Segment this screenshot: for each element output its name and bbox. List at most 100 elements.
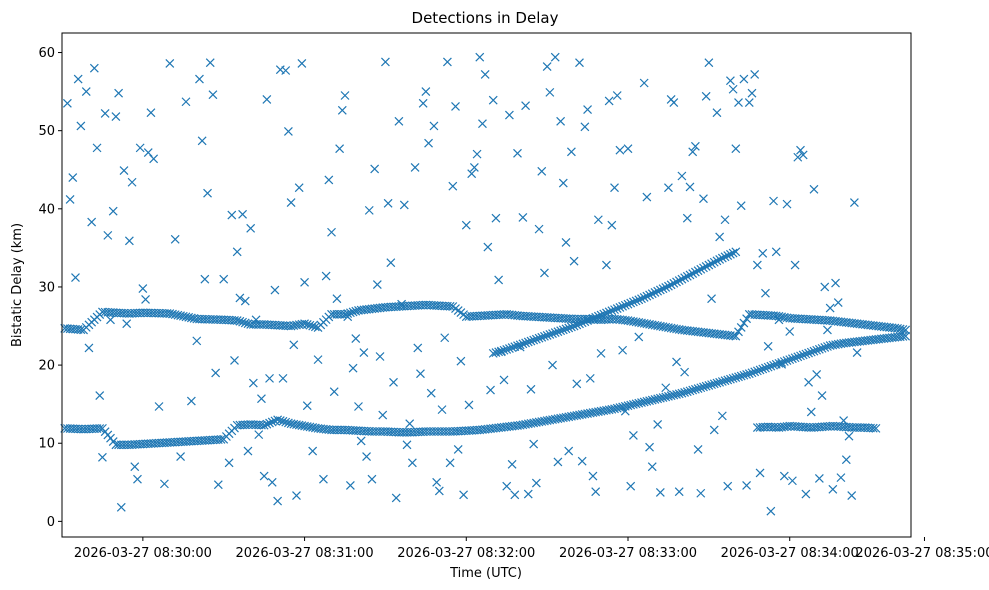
detection-point bbox=[577, 456, 587, 466]
detection-point bbox=[752, 260, 762, 270]
detection-point bbox=[483, 242, 493, 252]
detection-point bbox=[213, 480, 223, 490]
track-point bbox=[637, 318, 646, 328]
track-point bbox=[672, 390, 681, 399]
track-point bbox=[275, 416, 285, 425]
detection-point bbox=[680, 367, 690, 377]
track-point bbox=[593, 407, 603, 417]
detection-point bbox=[469, 162, 479, 172]
track-point bbox=[664, 323, 673, 333]
track-point bbox=[728, 373, 738, 383]
track-point bbox=[645, 396, 654, 406]
detection-point bbox=[537, 166, 547, 176]
track-point bbox=[502, 345, 512, 354]
detection-point bbox=[569, 256, 579, 266]
track-point bbox=[747, 368, 757, 378]
detection-point bbox=[550, 52, 560, 62]
detection-point bbox=[195, 74, 204, 84]
detection-point bbox=[370, 164, 380, 174]
track-point bbox=[526, 418, 536, 428]
y-tick-label: 0 bbox=[47, 515, 55, 530]
detection-point bbox=[852, 348, 862, 358]
detection-point bbox=[124, 236, 134, 246]
track-point bbox=[531, 334, 541, 344]
detection-point bbox=[585, 373, 595, 383]
track-point bbox=[583, 316, 592, 325]
detection-point bbox=[354, 402, 363, 411]
track-point bbox=[801, 349, 811, 359]
detection-point bbox=[496, 347, 506, 357]
track-point bbox=[289, 321, 299, 330]
track-point bbox=[577, 318, 587, 328]
track-point bbox=[548, 415, 557, 425]
chart-title: Detections in Delay bbox=[412, 9, 559, 27]
detection-point bbox=[531, 478, 541, 488]
track-point bbox=[289, 419, 299, 429]
detection-point bbox=[141, 295, 150, 304]
track-point bbox=[548, 329, 557, 338]
detection-point bbox=[725, 76, 735, 86]
track-point bbox=[653, 394, 663, 404]
track-point bbox=[690, 384, 700, 394]
detection-point bbox=[761, 288, 770, 298]
detection-point bbox=[723, 481, 733, 491]
detection-point bbox=[615, 145, 625, 155]
detection-point bbox=[769, 196, 778, 206]
track-point bbox=[817, 343, 827, 353]
detection-point bbox=[103, 230, 113, 240]
track-point bbox=[728, 248, 738, 258]
detection-point bbox=[774, 315, 784, 325]
detection-point bbox=[68, 173, 78, 182]
detection-point bbox=[734, 98, 743, 107]
track-point bbox=[531, 418, 541, 427]
track-point bbox=[763, 362, 773, 372]
track-point bbox=[507, 343, 517, 353]
detection-point bbox=[812, 370, 822, 379]
track-point bbox=[165, 309, 175, 318]
track-point bbox=[639, 318, 649, 328]
detection-point bbox=[230, 355, 239, 365]
track-point bbox=[513, 341, 522, 351]
detection-point bbox=[386, 258, 396, 268]
detection-point bbox=[602, 260, 611, 270]
track-point bbox=[599, 309, 609, 319]
detection-point bbox=[133, 474, 142, 484]
track-point bbox=[95, 424, 105, 433]
track-point bbox=[669, 278, 679, 288]
detection-point bbox=[445, 458, 455, 468]
detection-point bbox=[146, 108, 156, 118]
track-point bbox=[682, 387, 692, 397]
track-point bbox=[820, 343, 830, 352]
detection-point bbox=[849, 198, 859, 207]
detection-point bbox=[186, 396, 196, 406]
track-point bbox=[661, 392, 671, 402]
track-point bbox=[693, 266, 703, 276]
detection-point bbox=[591, 487, 601, 497]
detection-point bbox=[62, 98, 72, 108]
track-point bbox=[653, 321, 663, 331]
track-point bbox=[176, 311, 186, 321]
detection-point bbox=[491, 213, 501, 223]
detection-point bbox=[596, 348, 606, 358]
detection-point bbox=[181, 97, 191, 107]
track-point bbox=[669, 390, 679, 400]
detection-point bbox=[232, 247, 242, 257]
track-point bbox=[680, 388, 690, 397]
track-point bbox=[273, 415, 283, 425]
track-point bbox=[265, 418, 274, 428]
track-point bbox=[704, 260, 714, 270]
track-point bbox=[669, 324, 679, 333]
detection-point bbox=[348, 363, 358, 373]
detection-point bbox=[257, 394, 266, 404]
track-point bbox=[623, 401, 633, 411]
track-point bbox=[283, 418, 293, 428]
track-point bbox=[545, 330, 555, 339]
y-axis-ticks: 0 10 20 30 40 50 60 bbox=[38, 46, 62, 530]
detection-point bbox=[240, 296, 250, 306]
detection-point bbox=[548, 360, 557, 370]
detection-point bbox=[259, 471, 269, 481]
detection-point bbox=[763, 341, 773, 351]
detection-point bbox=[389, 377, 398, 387]
detection-point bbox=[372, 280, 382, 290]
detection-point bbox=[416, 369, 425, 379]
